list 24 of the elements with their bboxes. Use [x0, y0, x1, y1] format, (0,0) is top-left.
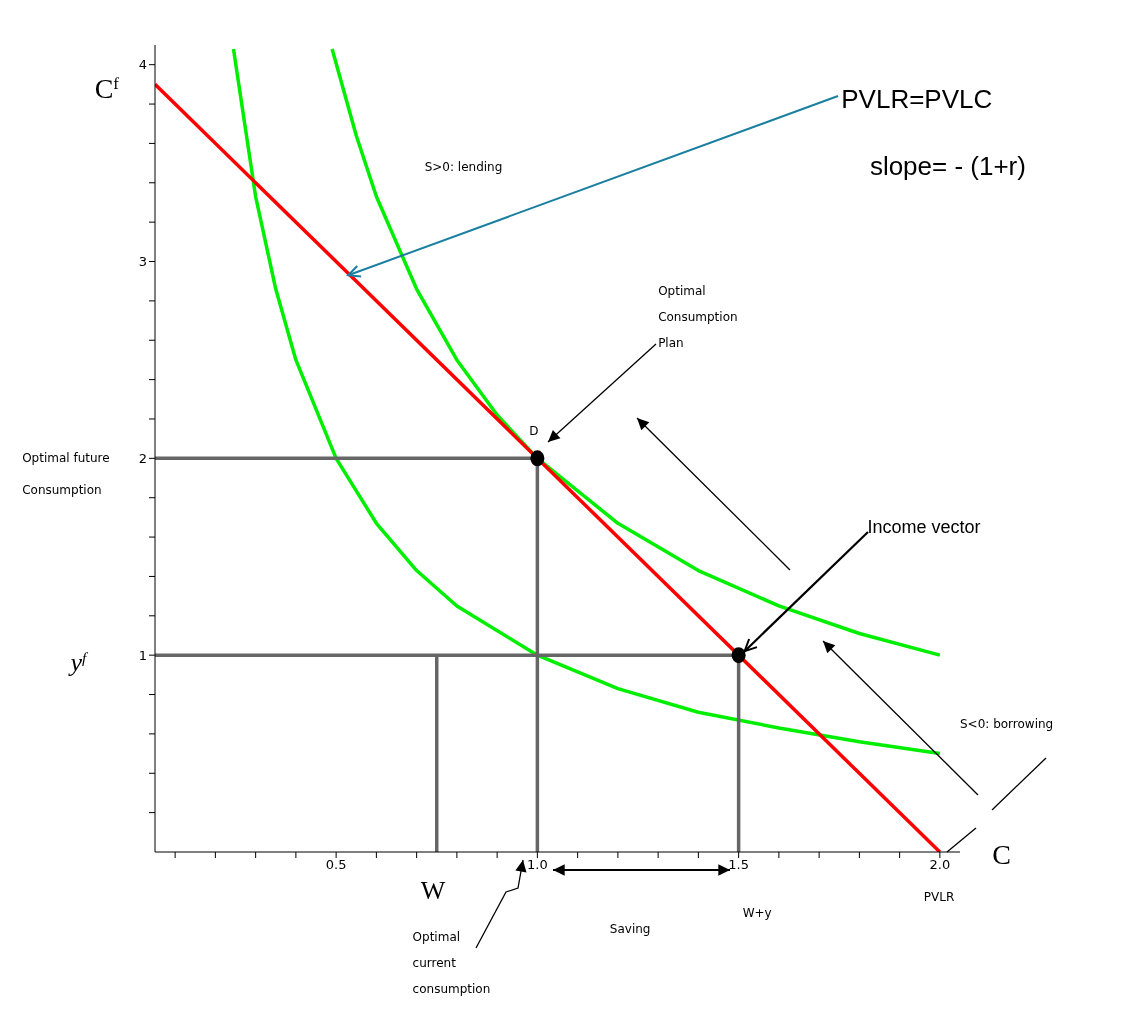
annotation: slope= - (1+r)	[869, 150, 1026, 181]
text: PVLR	[923, 890, 955, 905]
x-tick-label: 1.0	[527, 857, 548, 873]
x-axis-title: C	[992, 838, 1011, 870]
annotation: D	[529, 423, 539, 438]
text: Saving	[609, 921, 651, 936]
x-tick-label: 1.5	[728, 857, 749, 873]
text: W	[420, 876, 446, 906]
annotation: S<0: borrowing	[960, 717, 1054, 731]
annotation: Income vector	[867, 517, 981, 538]
annotation: S>0: lending	[424, 159, 503, 174]
text: y$^{f}$	[67, 647, 90, 677]
y-tick-label: 3	[138, 254, 147, 270]
text: Optimal current consumption	[412, 929, 491, 996]
annotation: Optimal Consumption Plan	[658, 283, 738, 350]
text: Optimal future Consumption	[22, 451, 110, 498]
y-tick-label: 2	[138, 450, 147, 466]
annotation: PVLR=PVLC	[841, 83, 993, 114]
x-tick-label: 0.5	[325, 857, 347, 873]
y-axis-title: C$^{f}$	[94, 73, 120, 105]
y-tick-label: 1	[138, 647, 147, 663]
text: W+y	[742, 905, 772, 920]
x-tick-label: 2.0	[929, 857, 951, 873]
y-tick-label: 4	[138, 57, 147, 73]
